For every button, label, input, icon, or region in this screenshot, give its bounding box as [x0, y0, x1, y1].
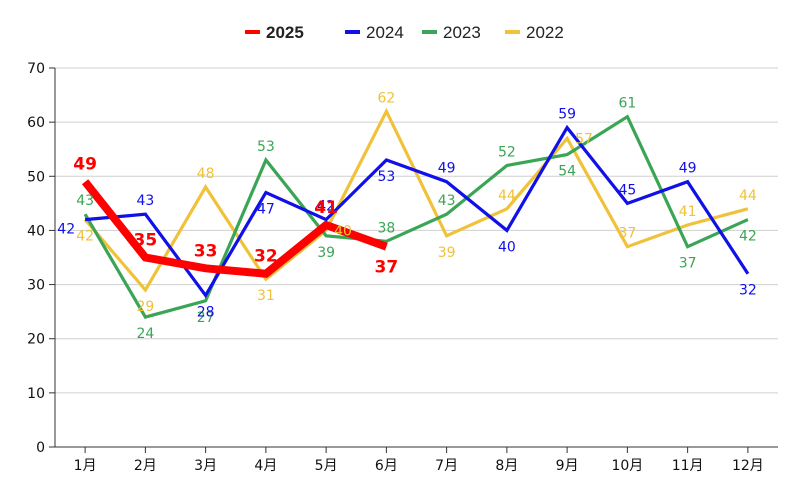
data-label-2024-11: 49: [679, 161, 697, 177]
data-label-2025-1: 49: [73, 155, 97, 175]
data-label-2025-5: 41: [314, 198, 338, 218]
data-label-2023-6: 38: [377, 220, 395, 236]
data-label-2023-5: 39: [317, 245, 335, 261]
data-label-2023-11: 37: [679, 256, 697, 272]
data-label-2024-7: 49: [438, 161, 456, 177]
x-tick-label-9: 9月: [556, 458, 579, 474]
x-tick-label-12: 12月: [732, 458, 764, 474]
data-label-2023-7: 43: [438, 193, 456, 209]
legend-label-2022: 2022: [526, 23, 564, 42]
data-label-2025-2: 35: [134, 231, 158, 251]
x-tick-label-1: 1月: [74, 458, 97, 474]
data-label-2024-5: 42: [317, 199, 335, 215]
y-tick-label-10: 10: [27, 386, 45, 402]
data-label-2023-10: 61: [618, 96, 636, 112]
y-tick-label-60: 60: [27, 115, 45, 131]
legend-label-2023: 2023: [443, 23, 481, 42]
data-label-2025-4: 32: [254, 247, 278, 267]
data-label-2022-5: 40: [334, 223, 352, 239]
data-label-2024-12: 32: [739, 283, 757, 299]
data-label-2024-3: 28: [197, 304, 215, 320]
data-label-2025-3: 33: [194, 241, 218, 261]
series-line-2024: [84, 124, 750, 299]
legend-item-2023[interactable]: 2023: [422, 23, 481, 42]
data-label-2025-6: 37: [375, 258, 399, 278]
data-label-2024-6: 53: [377, 169, 395, 185]
data-labels: 42 29 48 31 40 62 39 44 57 37 41 44 43 24 27 53 39 38 43 52…: [57, 90, 757, 342]
legend-label-2025: 2025: [266, 23, 304, 42]
data-label-2022-7: 39: [438, 245, 456, 261]
y-tick-label-20: 20: [27, 332, 45, 348]
y-tick-label-30: 30: [27, 278, 45, 294]
x-tick-label-11: 11月: [672, 458, 704, 474]
data-label-2023-12: 42: [739, 229, 757, 245]
data-label-2022-8: 44: [498, 188, 516, 204]
y-tick-label-0: 0: [36, 440, 45, 456]
x-tick-label-7: 7月: [435, 458, 458, 474]
legend[interactable]: 2025 2024 2023 2022: [245, 23, 564, 42]
data-label-2022-11: 41: [679, 204, 697, 220]
data-label-2022-9: 57: [575, 131, 593, 147]
data-label-2024-8: 40: [498, 239, 516, 255]
legend-item-2022[interactable]: 2022: [505, 23, 564, 42]
data-label-2024-10: 45: [618, 182, 636, 198]
data-label-2022-6: 62: [377, 90, 395, 106]
data-label-2022-1: 42: [76, 229, 94, 245]
x-tick-label-2: 2月: [134, 458, 157, 474]
x-tick-label-10: 10月: [611, 458, 643, 474]
data-label-2023-3: 27: [197, 310, 215, 326]
data-label-2022-10: 37: [618, 226, 636, 242]
data-label-2023-8: 52: [498, 144, 516, 160]
data-label-2023-1: 43: [76, 193, 94, 209]
x-tick-label-6: 6月: [375, 458, 398, 474]
legend-item-2024[interactable]: 2024: [345, 23, 404, 42]
data-label-2024-2: 43: [136, 193, 154, 209]
data-label-2024-4: 47: [257, 202, 275, 218]
x-tick-label-8: 8月: [495, 458, 518, 474]
data-label-2024-9: 59: [558, 107, 576, 123]
data-label-2022-4: 31: [257, 288, 275, 304]
data-label-2024-1: 42: [57, 222, 75, 238]
x-tick-label-4: 4月: [254, 458, 277, 474]
legend-item-2025[interactable]: 2025: [245, 23, 304, 42]
axes: 0 10 20 30 40 50 60 70 1月 2月 3月 4月 5月 6月 7月 8月 9月 10月 11月 1…: [27, 61, 778, 474]
x-tick-label-3: 3月: [194, 458, 217, 474]
data-label-2022-2: 29: [136, 299, 154, 315]
y-tick-label-40: 40: [27, 223, 45, 239]
legend-label-2024: 2024: [366, 23, 404, 42]
data-label-2023-9: 54: [558, 164, 576, 180]
series-line-2025: [81, 179, 388, 278]
y-tick-label-50: 50: [27, 169, 45, 185]
data-label-2022-3: 48: [197, 166, 215, 182]
data-label-2023-2: 24: [136, 326, 154, 342]
series-line-2022: [83, 107, 749, 293]
series-line-2023: [83, 114, 749, 319]
data-label-2022-12: 44: [739, 188, 757, 204]
data-label-2023-4: 53: [257, 139, 275, 155]
y-tick-label-70: 70: [27, 61, 45, 77]
series-lines: [81, 107, 750, 319]
x-tick-label-5: 5月: [315, 458, 338, 474]
